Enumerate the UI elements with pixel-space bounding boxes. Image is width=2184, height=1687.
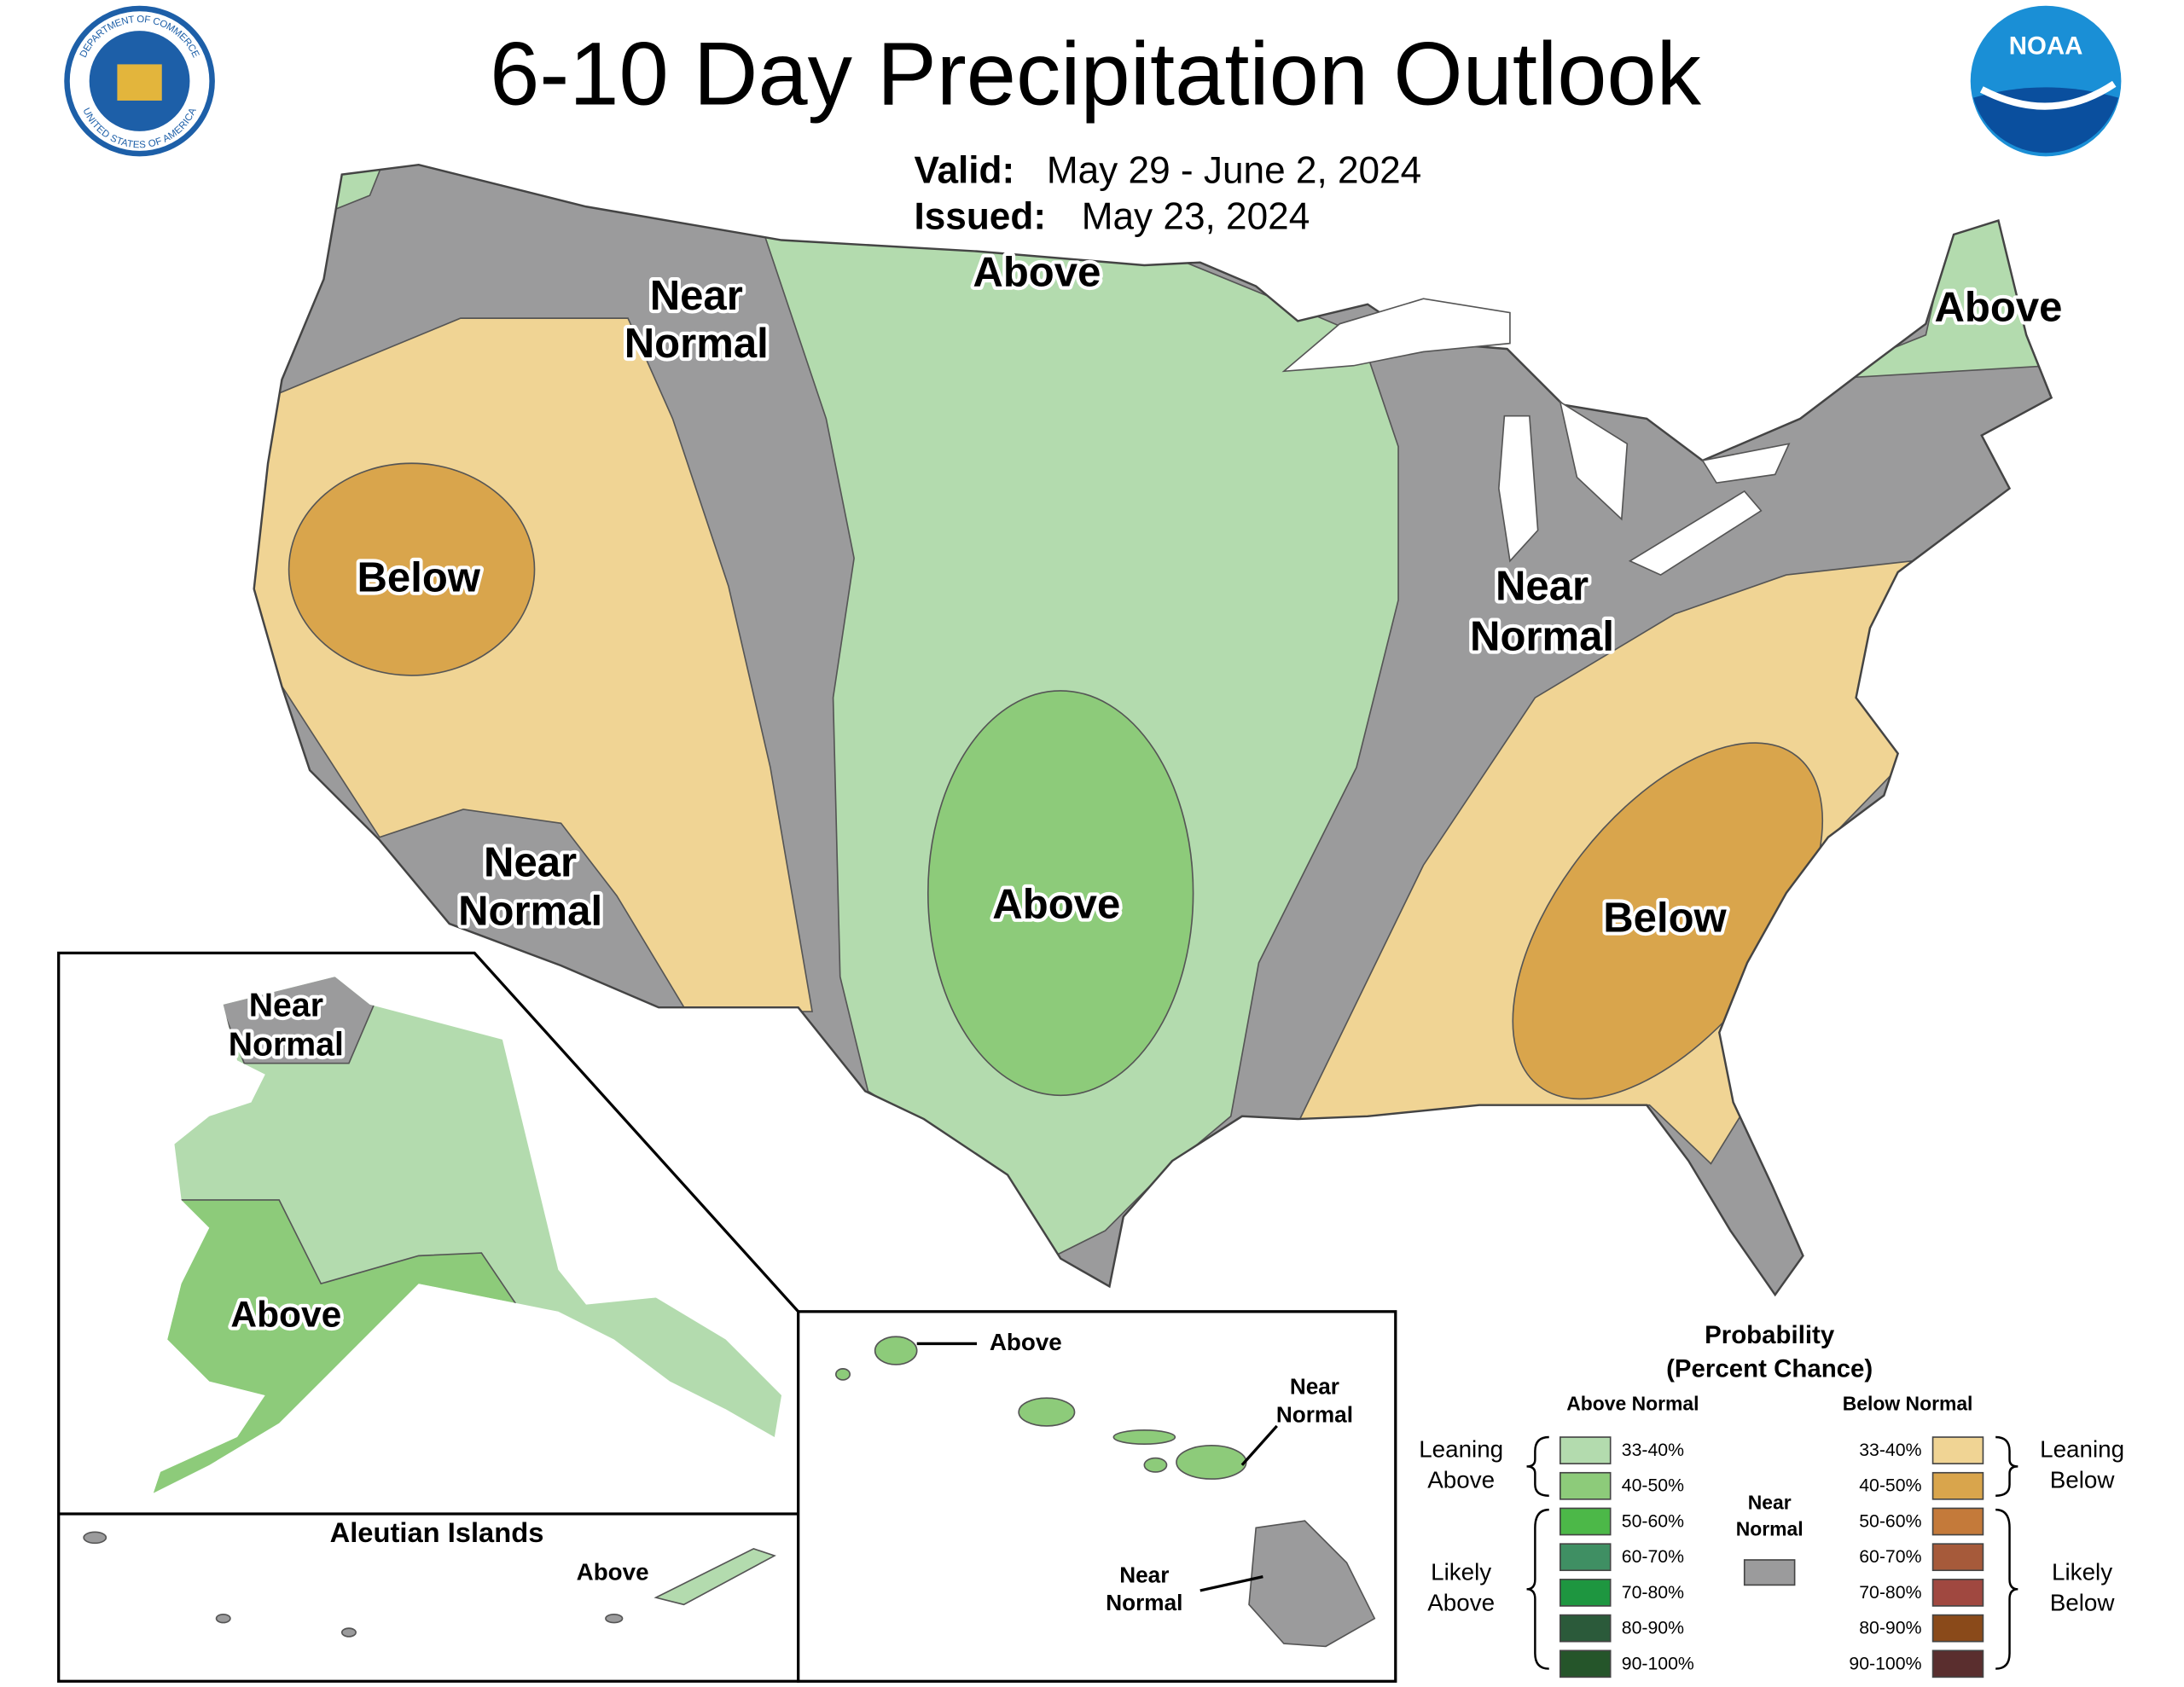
legend-title: Probability — [1705, 1321, 1835, 1349]
region-label: Near — [650, 273, 743, 319]
region-label: Near — [1290, 1374, 1339, 1400]
valid-label: Valid: — [914, 150, 1014, 192]
region-label: Above — [973, 249, 1101, 295]
noaa-text: NOAA — [2009, 32, 2083, 61]
commerce-seal: DEPARTMENT OF COMMERCE UNITED STATES OF … — [64, 5, 215, 157]
legend-swatch — [1559, 1436, 1612, 1464]
legend-group: Above — [1427, 1590, 1495, 1616]
legend-swatch — [1559, 1614, 1612, 1643]
region-label: Below — [357, 555, 480, 601]
legend: Probability (Percent Chance) Above Norma… — [1419, 1321, 2124, 1678]
legend-swatch-label: 33-40% — [1859, 1440, 1921, 1460]
title: 6-10 Day Precipitation Outlook — [490, 25, 1701, 125]
legend-group: Below — [2050, 1467, 2116, 1493]
legend-swatch-label: 40-50% — [1859, 1475, 1921, 1496]
region-label: Above — [992, 881, 1120, 927]
legend-swatch — [1931, 1649, 1984, 1678]
legend-swatch-label: 60-70% — [1622, 1546, 1684, 1567]
region-label: Above — [1934, 284, 2062, 330]
legend-swatch — [1559, 1649, 1612, 1678]
legend-braces — [1526, 1435, 2018, 1670]
region-label: Normal — [624, 321, 769, 367]
legend-swatch — [1931, 1507, 1984, 1536]
legend-swatch-label: 90-100% — [1849, 1653, 1921, 1673]
above-40-50-area — [926, 690, 1194, 1097]
legend-swatch — [1743, 1559, 1796, 1586]
legend-title: (Percent Chance) — [1666, 1354, 1873, 1383]
region-label: Normal — [1276, 1401, 1353, 1427]
region-label: Above — [990, 1329, 1062, 1355]
legend-swatch — [1931, 1579, 1984, 1607]
legend-group: Leaning — [1419, 1436, 1503, 1463]
great-lakes — [1281, 298, 1791, 577]
legend-near-normal: Near — [1748, 1492, 1792, 1514]
leader-lines — [916, 1342, 1278, 1592]
conus-regions — [253, 165, 2052, 1296]
legend-swatch — [1931, 1436, 1984, 1464]
legend-swatch-label: 70-80% — [1622, 1582, 1684, 1603]
legend-swatch-label: 80-90% — [1859, 1618, 1921, 1638]
legend-group: Leaning — [2040, 1436, 2124, 1463]
legend-swatch — [1559, 1471, 1612, 1500]
legend-swatch — [1931, 1543, 1984, 1572]
legend-swatch — [1559, 1507, 1612, 1536]
legend-swatch-label: 60-70% — [1859, 1546, 1921, 1567]
legend-swatch-label: 50-60% — [1859, 1510, 1921, 1531]
legend-swatch-label: 80-90% — [1622, 1618, 1684, 1638]
legend-group: Above — [1427, 1467, 1495, 1493]
legend-swatch-label: 40-50% — [1622, 1475, 1684, 1496]
region-label: Near — [484, 839, 577, 885]
region-label: Below — [1603, 896, 1727, 942]
hawaii-islands — [835, 1336, 1376, 1648]
legend-swatch-label: 50-60% — [1622, 1510, 1684, 1531]
legend-header: Below Normal — [1843, 1392, 1973, 1414]
aleutian-islands — [83, 1531, 776, 1638]
region-label: Normal — [1106, 1590, 1182, 1615]
region-label: Near — [249, 987, 323, 1024]
region-label: Above — [230, 1295, 341, 1336]
issued-label: Issued: — [914, 196, 1046, 238]
valid-dates: May 29 - June 2, 2024 — [1047, 150, 1421, 192]
legend-near-normal: Normal — [1736, 1518, 1804, 1540]
legend-group: Likely — [1431, 1559, 1491, 1586]
legend-header: Above Normal — [1566, 1392, 1699, 1414]
issued-date: May 23, 2024 — [1082, 196, 1310, 238]
legend-swatch — [1931, 1614, 1984, 1643]
region-label: Near — [1119, 1562, 1169, 1588]
below-40-50-area — [288, 462, 536, 676]
region-label: Near — [1496, 563, 1589, 609]
legend-group: Below — [2050, 1590, 2116, 1616]
legend-swatch-label: 90-100% — [1622, 1653, 1694, 1673]
region-label: Normal — [458, 889, 602, 935]
legend-swatch — [1559, 1579, 1612, 1607]
legend-swatch — [1559, 1543, 1612, 1572]
region-label: Normal — [229, 1025, 344, 1063]
region-label: Above — [577, 1559, 649, 1586]
region-label: Normal — [1470, 613, 1614, 659]
legend-swatch — [1931, 1471, 1984, 1500]
legend-swatch-label: 70-80% — [1859, 1582, 1921, 1603]
legend-swatch-label: 33-40% — [1622, 1440, 1684, 1460]
legend-group: Likely — [2052, 1559, 2112, 1586]
inset-title: Aleutian Islands — [330, 1516, 544, 1548]
noaa-logo: NOAA — [1970, 5, 2122, 157]
